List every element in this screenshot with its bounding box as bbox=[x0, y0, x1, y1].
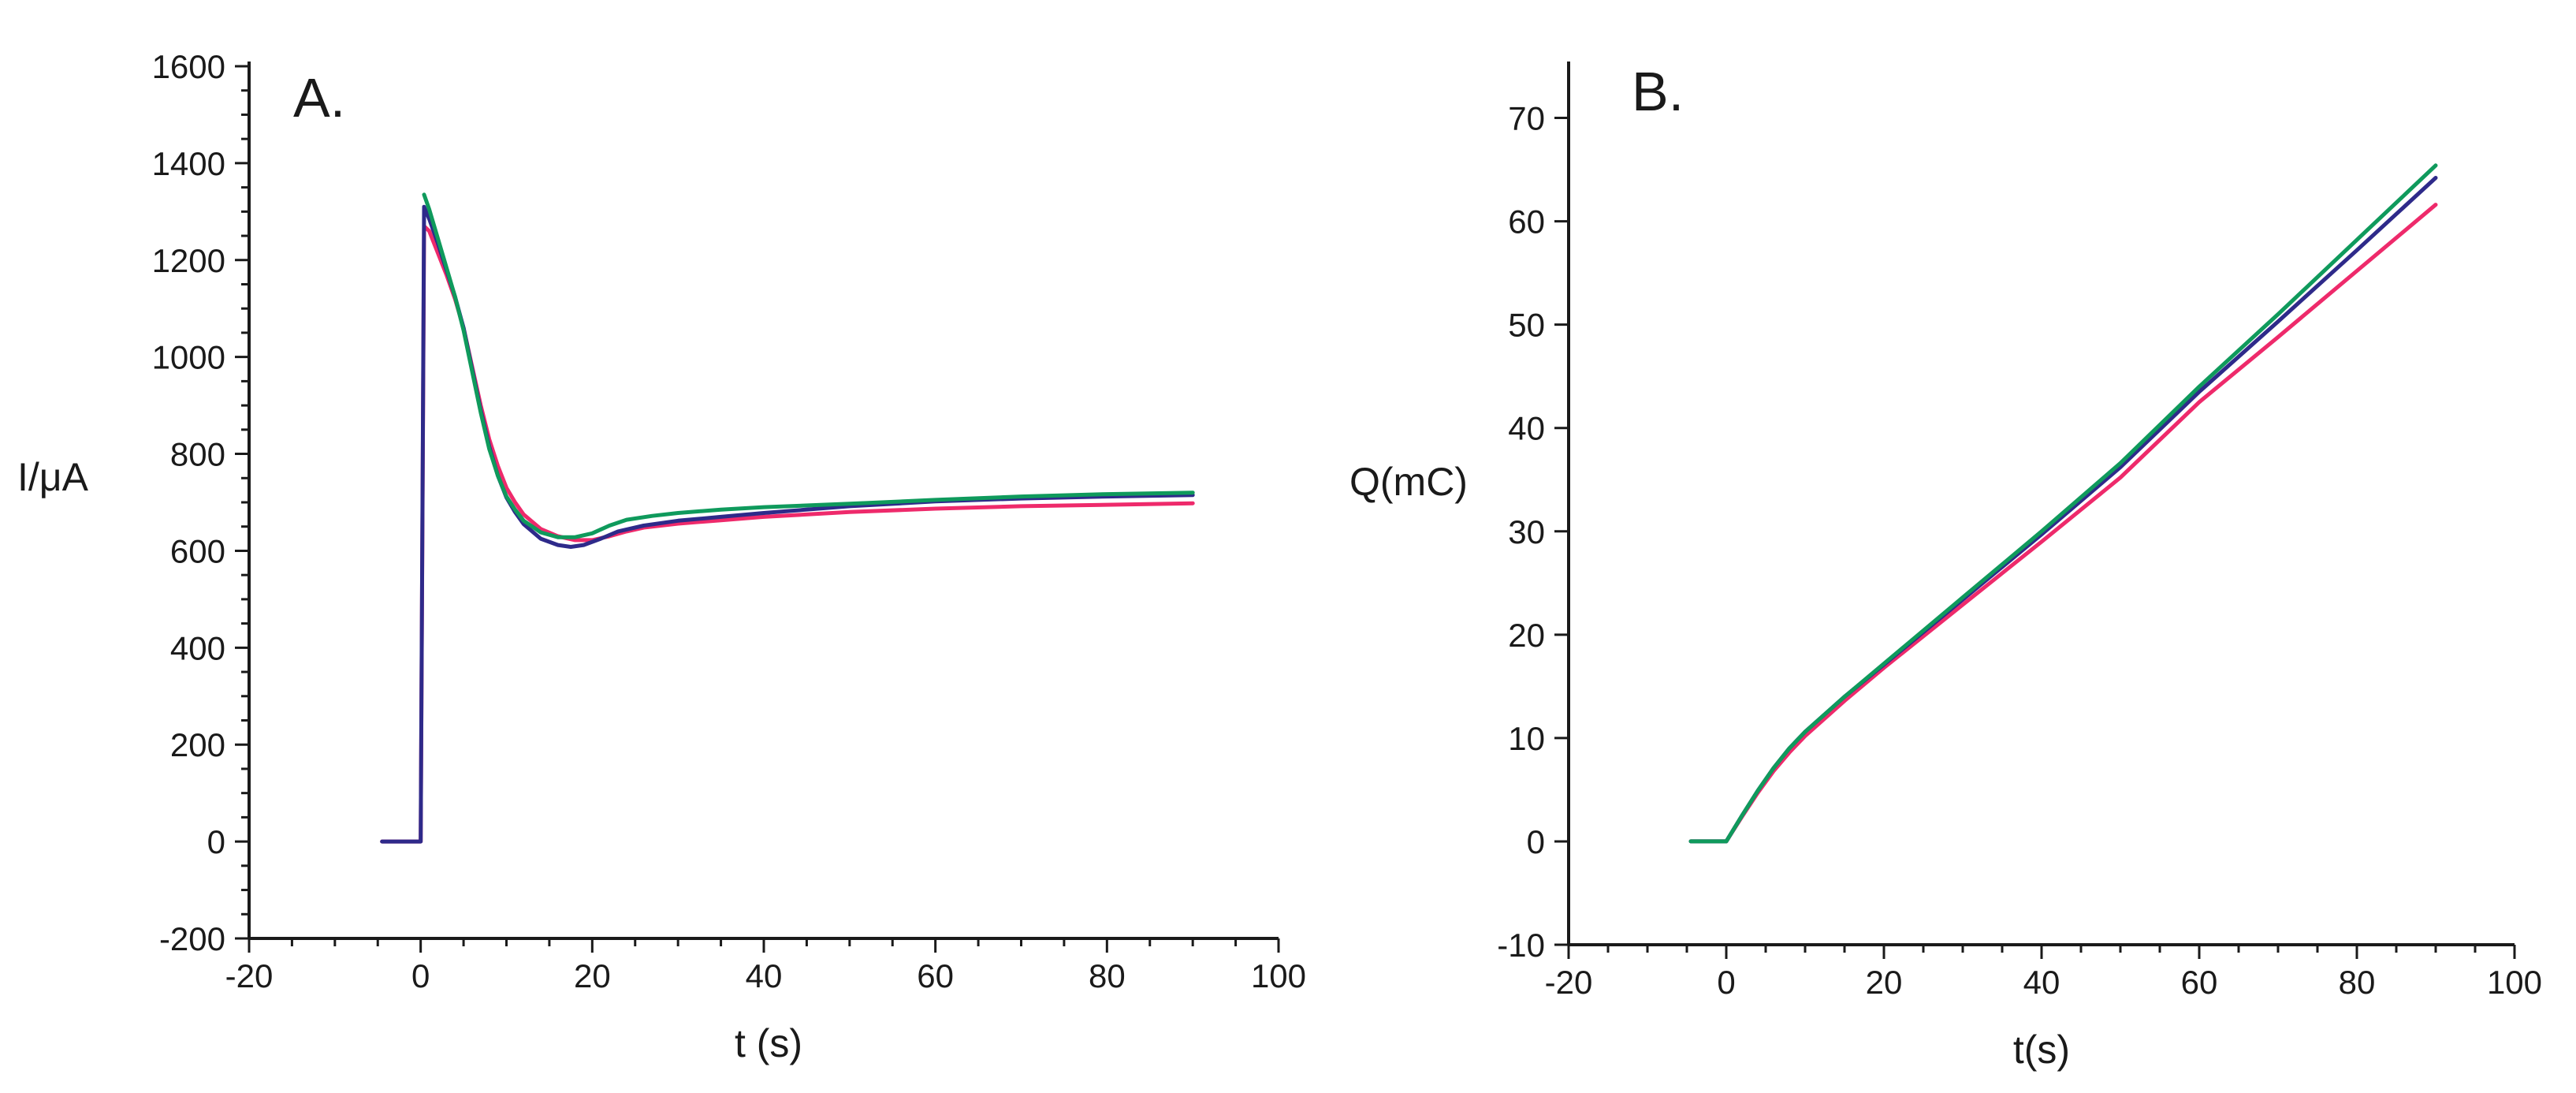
chart-b-y-tick-label: 0 bbox=[1527, 823, 1545, 860]
chart-b-panel-label: B. bbox=[1632, 61, 1684, 122]
chart-a-y-tick-label: 1400 bbox=[152, 145, 225, 182]
chart-b-x-tick-label: 80 bbox=[2339, 964, 2376, 1001]
chart-b-y-tick-label: 30 bbox=[1508, 513, 1545, 550]
chart-a-x-tick-label: 100 bbox=[1251, 957, 1306, 994]
chart-a-y-tick-label: 200 bbox=[170, 726, 225, 763]
chart-b-y-tick-label: 60 bbox=[1508, 203, 1545, 241]
chart-b-x-tick-label: 40 bbox=[2023, 964, 2060, 1001]
chart-b-x-tick-label: -20 bbox=[1545, 964, 1593, 1001]
chart-a-y-tick-label: 600 bbox=[170, 532, 225, 569]
chart-b-series-green bbox=[1688, 163, 2438, 844]
chart-a-x-axis-title: t (s) bbox=[735, 1021, 802, 1065]
chart-b-series-blue bbox=[1688, 176, 2438, 844]
chart-b-x-tick-label: 100 bbox=[2487, 964, 2542, 1001]
chart-a-y-tick-label: -200 bbox=[159, 920, 225, 957]
chart-b-y-tick-label: -10 bbox=[1497, 927, 1545, 964]
chart-b-y-tick-label: 70 bbox=[1508, 100, 1545, 137]
chart-a-series-blue bbox=[380, 204, 1195, 844]
chart-a-y-axis-title: I/μA bbox=[17, 455, 89, 499]
chart-a-series-green bbox=[422, 192, 1195, 539]
chart-a-panel-label: A. bbox=[293, 67, 345, 129]
panel-b-charge-vs-time: -10 0 10 20 30 40 50 60 70 -20 0 20 40 60 80 100 Q(mC) t(… bbox=[1349, 61, 2542, 1072]
chart-b-y-tick-label: 20 bbox=[1508, 617, 1545, 654]
chart-a-y-tick-label: 1600 bbox=[152, 48, 225, 85]
chart-b-x-tick-label: 0 bbox=[1717, 964, 1735, 1001]
chart-a-y-tick-label: 1200 bbox=[152, 242, 225, 279]
chart-a-x-tick-label: 60 bbox=[917, 957, 954, 994]
chart-a-y-tick-label: 800 bbox=[170, 436, 225, 473]
chart-b-x-tick-label: 20 bbox=[1866, 964, 1903, 1001]
chart-b-y-tick-label: 40 bbox=[1508, 410, 1545, 447]
chart-a-x-tick-label: 40 bbox=[746, 957, 783, 994]
chart-a-series-pink bbox=[380, 224, 1195, 844]
chart-b-y-axis-title: Q(mC) bbox=[1349, 460, 1468, 504]
chart-b-x-tick-label: 60 bbox=[2181, 964, 2218, 1001]
chart-a-y-tick-label: 400 bbox=[170, 629, 225, 666]
chart-b-y-tick-label: 10 bbox=[1508, 720, 1545, 757]
chart-a-y-tick-label: 0 bbox=[207, 823, 225, 860]
chart-a-y-tick-label: 1000 bbox=[152, 339, 225, 376]
chart-a-x-tick-label: -20 bbox=[225, 957, 274, 994]
chart-a-x-tick-label: 80 bbox=[1089, 957, 1126, 994]
chart-b-y-tick-label: 50 bbox=[1508, 307, 1545, 344]
chart-a-x-tick-label: 20 bbox=[574, 957, 611, 994]
chart-a-x-tick-label: 0 bbox=[411, 957, 430, 994]
chart-b-x-axis-title: t(s) bbox=[2013, 1028, 2070, 1072]
chart-b-series-pink bbox=[1688, 203, 2438, 844]
